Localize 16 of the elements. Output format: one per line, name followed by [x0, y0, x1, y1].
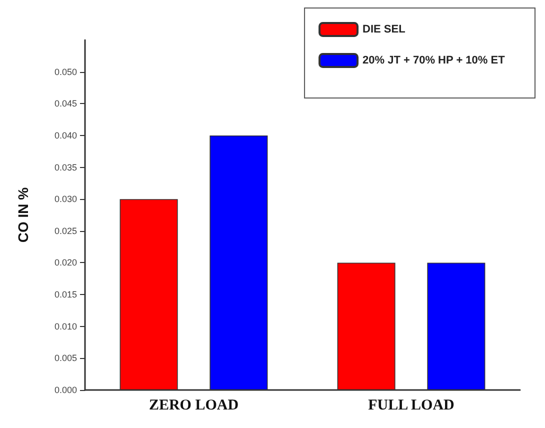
y-tick-label: 0.030	[54, 194, 77, 204]
y-tick-label: 0.015	[54, 290, 77, 300]
y-tick-label: 0.000	[54, 385, 77, 395]
y-tick-label: 0.010	[54, 321, 77, 332]
y-tick-label: 0.020	[54, 258, 77, 268]
x-tick-label: FULL LOAD	[368, 398, 455, 414]
x-tick-label: ZERO LOAD	[148, 398, 239, 414]
y-tick-label: 0.040	[54, 130, 77, 140]
y-tick-label: 0.035	[54, 162, 77, 172]
y-tick-label: 0.050	[54, 66, 77, 77]
y-tick-label: 0.025	[54, 226, 77, 236]
y-tick-label: 0.045	[54, 98, 77, 109]
legend-label: 20% JT + 70% HP + 10% ET	[362, 54, 506, 66]
legend-label: DIE SEL	[362, 24, 406, 36]
y-tick-label: 0.005	[54, 353, 77, 364]
y-axis-title: CO IN %	[15, 186, 31, 243]
